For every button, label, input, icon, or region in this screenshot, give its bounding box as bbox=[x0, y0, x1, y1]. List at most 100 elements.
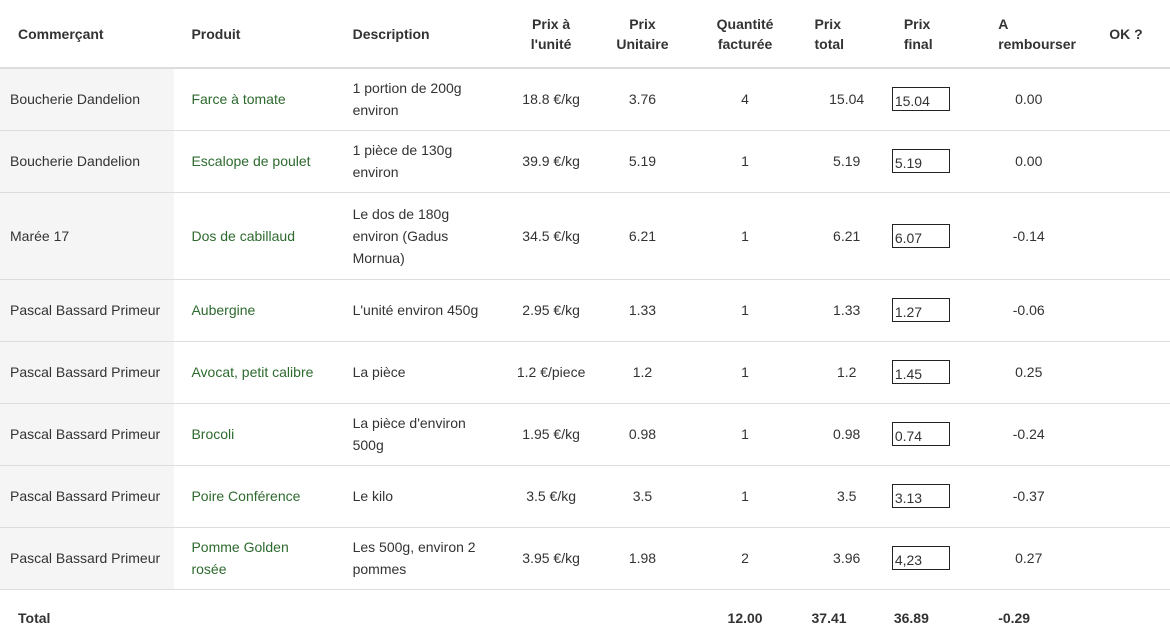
cell-total: 6.21 bbox=[801, 191, 892, 279]
header-total: Prix total bbox=[801, 0, 892, 69]
cell-unit-price2: 1.2 bbox=[596, 340, 689, 403]
cell-description: La pièce d'environ 500g bbox=[335, 402, 506, 465]
cell-refund: 0.27 bbox=[984, 526, 1106, 589]
cell-final: 1.27 bbox=[891, 278, 985, 341]
final-price-input[interactable]: 6.07 bbox=[891, 223, 950, 248]
header-merchant: Commerçant bbox=[0, 0, 175, 69]
cell-unit-price2: 3.76 bbox=[596, 67, 689, 130]
cell-product[interactable]: Avocat, petit calibre bbox=[174, 340, 336, 403]
cell-final: 15.04 bbox=[891, 67, 985, 130]
table-row: Pascal Bassard Primeur Avocat, petit cali… bbox=[0, 340, 1170, 403]
cell-refund: 0.00 bbox=[984, 67, 1106, 130]
cell-quantity: 1 bbox=[688, 129, 802, 192]
cell-product[interactable]: Farce à tomate bbox=[174, 67, 336, 130]
cell-total: 3.96 bbox=[801, 526, 892, 589]
final-price-input[interactable]: 1.27 bbox=[891, 298, 950, 323]
cell-ok bbox=[1105, 67, 1170, 130]
footer-refund: -0.29 bbox=[984, 588, 1106, 633]
cell-unit-price: 1.95 €/kg bbox=[505, 402, 597, 465]
header-ok: OK ? bbox=[1105, 0, 1170, 69]
cell-merchant: Pascal Bassard Primeur bbox=[0, 526, 175, 589]
cell-quantity: 4 bbox=[688, 67, 802, 130]
cell-refund: -0.24 bbox=[984, 402, 1106, 465]
final-price-input[interactable]: 3.13 bbox=[891, 484, 950, 509]
cell-final: 0.74 bbox=[891, 402, 985, 465]
table-row: Pascal Bassard Primeur Aubergine L'unité e… bbox=[0, 278, 1170, 341]
cell-unit-price: 3.5 €/kg bbox=[505, 464, 597, 527]
table-row: Pascal Bassard Primeur Pomme Golden rosée… bbox=[0, 526, 1170, 589]
final-price-input[interactable]: 1.45 bbox=[891, 360, 950, 385]
header-unit-price2: Prix Unitaire bbox=[596, 0, 689, 69]
footer-total: 37.41 bbox=[801, 588, 892, 633]
cell-ok bbox=[1105, 191, 1170, 279]
cell-unit-price2: 6.21 bbox=[596, 191, 689, 279]
table-row: Boucherie Dandelion Farce à tomate 1 porti… bbox=[0, 67, 1170, 130]
cell-ok bbox=[1105, 464, 1170, 527]
table-row: Pascal Bassard Primeur Brocoli La pièce d'… bbox=[0, 402, 1170, 465]
cell-product[interactable]: Brocoli bbox=[174, 402, 336, 465]
cell-unit-price: 39.9 €/kg bbox=[505, 129, 597, 192]
cell-refund: 0.00 bbox=[984, 129, 1106, 192]
footer-qty: 12.00 bbox=[688, 588, 802, 633]
cell-final: 3.13 bbox=[891, 464, 985, 527]
cell-unit-price: 18.8 €/kg bbox=[505, 67, 597, 130]
footer-final: 36.89 bbox=[891, 588, 985, 633]
cell-total: 1.33 bbox=[801, 278, 892, 341]
cell-refund: -0.06 bbox=[984, 278, 1106, 341]
cell-product[interactable]: Poire Conférence bbox=[174, 464, 336, 527]
cell-unit-price2: 3.5 bbox=[596, 464, 689, 527]
cell-unit-price: 3.95 €/kg bbox=[505, 526, 597, 589]
final-price-input[interactable]: 0.74 bbox=[891, 422, 950, 447]
cell-merchant: Boucherie Dandelion bbox=[0, 129, 175, 192]
header-description: Description bbox=[335, 0, 506, 69]
cell-ok bbox=[1105, 526, 1170, 589]
cell-description: 1 portion de 200g environ bbox=[335, 67, 506, 130]
cell-total: 3.5 bbox=[801, 464, 892, 527]
cell-description: Les 500g, environ 2 pommes bbox=[335, 526, 506, 589]
cell-quantity: 1 bbox=[688, 278, 802, 341]
cell-merchant: Pascal Bassard Primeur bbox=[0, 464, 175, 527]
final-price-input[interactable]: 4,23 bbox=[891, 546, 950, 571]
cell-ok bbox=[1105, 129, 1170, 192]
cell-merchant: Boucherie Dandelion bbox=[0, 67, 175, 130]
cell-product[interactable]: Escalope de poulet bbox=[174, 129, 336, 192]
cell-unit-price: 1.2 €/piece bbox=[505, 340, 597, 403]
cell-unit-price2: 5.19 bbox=[596, 129, 689, 192]
table-header: Commerçant Produit Description Prix à l'u… bbox=[0, 0, 1170, 69]
cell-merchant: Pascal Bassard Primeur bbox=[0, 278, 175, 341]
cell-quantity: 2 bbox=[688, 526, 802, 589]
table-row: Boucherie Dandelion Escalope de poulet 1 p… bbox=[0, 129, 1170, 192]
table-footer: Total 12.00 37.41 36.89 -0.29 bbox=[0, 588, 1170, 633]
final-price-input[interactable]: 5.19 bbox=[891, 149, 950, 174]
cell-merchant: Pascal Bassard Primeur bbox=[0, 402, 175, 465]
cell-description: 1 pièce de 130g environ bbox=[335, 129, 506, 192]
cell-product[interactable]: Aubergine bbox=[174, 278, 336, 341]
cell-description: Le kilo bbox=[335, 464, 506, 527]
cell-product[interactable]: Dos de cabillaud bbox=[174, 191, 336, 279]
cell-final: 4,23 bbox=[891, 526, 985, 589]
cell-unit-price2: 1.98 bbox=[596, 526, 689, 589]
cell-unit-price2: 0.98 bbox=[596, 402, 689, 465]
table-body: Boucherie Dandelion Farce à tomate 1 porti… bbox=[0, 67, 1170, 589]
cell-unit-price2: 1.33 bbox=[596, 278, 689, 341]
final-price-input[interactable]: 15.04 bbox=[891, 87, 950, 112]
cell-final: 5.19 bbox=[891, 129, 985, 192]
table-row: Marée 17 Dos de cabillaud Le dos de 180g e… bbox=[0, 191, 1170, 279]
cell-ok bbox=[1105, 402, 1170, 465]
cell-merchant: Marée 17 bbox=[0, 191, 175, 279]
cell-description: L'unité environ 450g bbox=[335, 278, 506, 341]
cell-product[interactable]: Pomme Golden rosée bbox=[174, 526, 336, 589]
cell-quantity: 1 bbox=[688, 402, 802, 465]
header-final: Prix final bbox=[891, 0, 985, 69]
cell-quantity: 1 bbox=[688, 464, 802, 527]
cell-final: 6.07 bbox=[891, 191, 985, 279]
cell-total: 0.98 bbox=[801, 402, 892, 465]
cell-unit-price: 2.95 €/kg bbox=[505, 278, 597, 341]
header-unit-price: Prix à l'unité bbox=[505, 0, 597, 69]
cell-merchant: Pascal Bassard Primeur bbox=[0, 340, 175, 403]
footer-total-label: Total bbox=[0, 588, 175, 633]
cell-refund: -0.37 bbox=[984, 464, 1106, 527]
cell-total: 5.19 bbox=[801, 129, 892, 192]
